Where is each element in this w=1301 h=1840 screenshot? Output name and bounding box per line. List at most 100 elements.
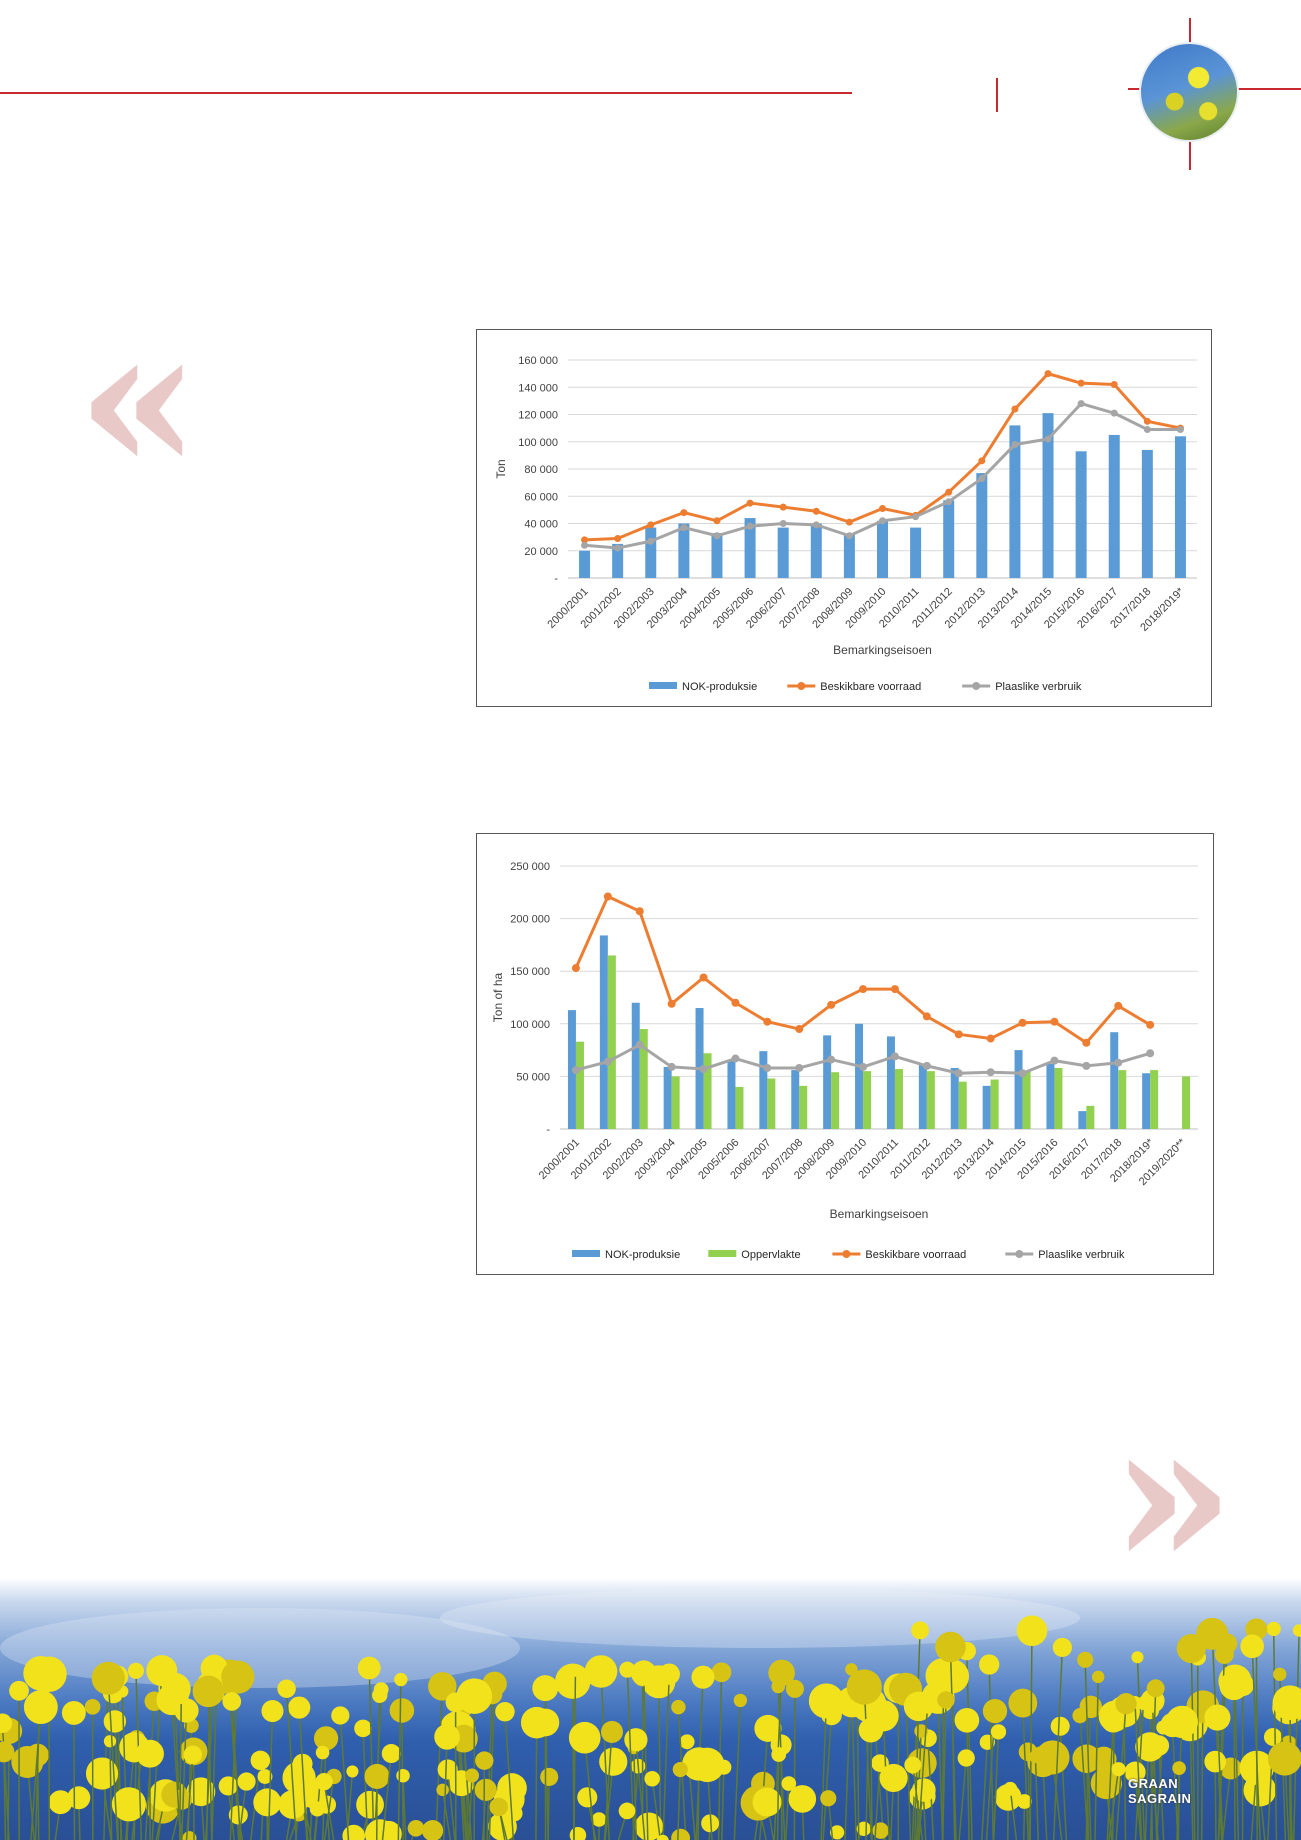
open-quote-icon: «	[76, 282, 201, 517]
stem	[988, 1664, 995, 1840]
point-beskikbare-voorraad	[879, 505, 886, 513]
stem	[339, 1715, 350, 1840]
bar-nok-produksie	[599, 935, 608, 1129]
flower	[531, 1708, 560, 1737]
stem	[677, 1769, 682, 1840]
bar-nok-produksie	[759, 1051, 768, 1129]
stem	[504, 1711, 515, 1840]
stem	[635, 1739, 646, 1840]
flower	[464, 1768, 480, 1783]
flower	[61, 1700, 86, 1725]
legend-label: NOK-produksie	[682, 681, 757, 693]
flower	[0, 1713, 13, 1734]
stem	[397, 1679, 402, 1840]
stem	[442, 1736, 448, 1840]
point-beskikbare-voorraad	[1143, 417, 1151, 425]
flower	[671, 1699, 686, 1715]
flower	[407, 1819, 425, 1837]
flower	[315, 1773, 333, 1791]
point-beskikbare-voorraad	[647, 521, 655, 529]
stem	[1149, 1688, 1157, 1840]
point-plaaslike-verbruik	[978, 475, 986, 483]
flower	[0, 1741, 15, 1763]
stem	[1052, 1647, 1064, 1840]
flower	[357, 1656, 381, 1680]
point-plaaslike-verbruik	[845, 532, 853, 540]
flower	[103, 1735, 117, 1748]
bar-oppervlakte	[1086, 1105, 1095, 1129]
point-beskikbare-voorraad	[713, 517, 721, 525]
flower	[474, 1778, 497, 1801]
flower	[1072, 1744, 1101, 1773]
legend-label: Beskikbare voorraad	[820, 681, 921, 693]
bar-nok-produksie	[886, 1036, 895, 1129]
stem	[468, 1775, 473, 1840]
flower	[656, 1834, 669, 1840]
flower	[781, 1776, 797, 1791]
point-beskikbare-voorraad	[1050, 1017, 1059, 1026]
stem	[583, 1737, 596, 1840]
y-tick-label: -	[554, 573, 558, 585]
bar-nok-produksie	[1174, 436, 1186, 578]
flower	[858, 1717, 884, 1743]
graan-sagrain-logo: GRAAN SAGRAIN	[1128, 1776, 1191, 1806]
point-plaaslike-verbruik	[699, 1065, 708, 1074]
point-plaaslike-verbruik	[1050, 1056, 1059, 1065]
y-tick-label: 60 000	[524, 491, 558, 503]
point-beskikbare-voorraad	[812, 507, 820, 515]
bar-oppervlakte	[894, 1069, 903, 1129]
stem	[870, 1730, 873, 1840]
flower	[1091, 1670, 1105, 1684]
legend-swatch	[708, 1250, 737, 1257]
stem	[1134, 1772, 1142, 1840]
bar-nok-produksie	[810, 523, 822, 578]
bar-nok-produksie	[1014, 1050, 1023, 1129]
bar-oppervlakte	[671, 1076, 680, 1129]
stem	[1177, 1768, 1180, 1840]
point-beskikbare-voorraad	[699, 973, 708, 982]
stem	[1158, 1745, 1165, 1840]
flower	[396, 1768, 410, 1783]
stem	[633, 1748, 637, 1840]
stem	[1190, 1648, 1196, 1840]
legend-item: NOK-produksie	[572, 1249, 680, 1261]
flower	[171, 1789, 192, 1810]
stem	[298, 1707, 308, 1840]
chart-2: - 50 000 100 000 150 000 200 000 250 000 Ton o…	[476, 833, 1214, 1275]
flower	[331, 1706, 350, 1725]
stem	[446, 1769, 456, 1840]
stem	[73, 1712, 76, 1840]
flower	[1115, 1693, 1137, 1715]
flower	[990, 1724, 1007, 1740]
bar-oppervlakte	[958, 1081, 967, 1129]
flower	[830, 1825, 845, 1840]
point-plaaslike-verbruik	[1176, 425, 1184, 433]
point-plaaslike-verbruik	[1114, 1058, 1123, 1067]
bar-nok-produksie	[823, 1035, 832, 1129]
stem	[1255, 1629, 1258, 1840]
flower	[591, 1812, 607, 1827]
stem	[1079, 1715, 1089, 1840]
flower	[261, 1700, 284, 1723]
stem	[535, 1722, 538, 1840]
legend-item: Plaaslike verbruik	[1005, 1249, 1125, 1261]
flower	[1272, 1685, 1301, 1721]
stem	[402, 1775, 407, 1840]
stem	[1234, 1681, 1240, 1840]
stem	[981, 1742, 989, 1840]
flower	[568, 1721, 601, 1754]
point-plaaslike-verbruik	[713, 532, 721, 540]
flower	[1240, 1634, 1264, 1659]
point-plaaslike-verbruik	[731, 1054, 740, 1063]
stem	[178, 1696, 183, 1840]
flower	[954, 1707, 980, 1733]
canola-field-photo	[0, 1578, 1301, 1840]
flower	[381, 1743, 401, 1764]
stem	[958, 1757, 967, 1840]
point-beskikbare-voorraad	[922, 1012, 931, 1021]
bar-oppervlakte	[639, 1029, 648, 1129]
bar-nok-produksie	[943, 500, 955, 578]
flower	[136, 1739, 164, 1768]
stem	[1022, 1703, 1029, 1840]
legend-item: Beskikbare voorraad	[832, 1249, 966, 1261]
